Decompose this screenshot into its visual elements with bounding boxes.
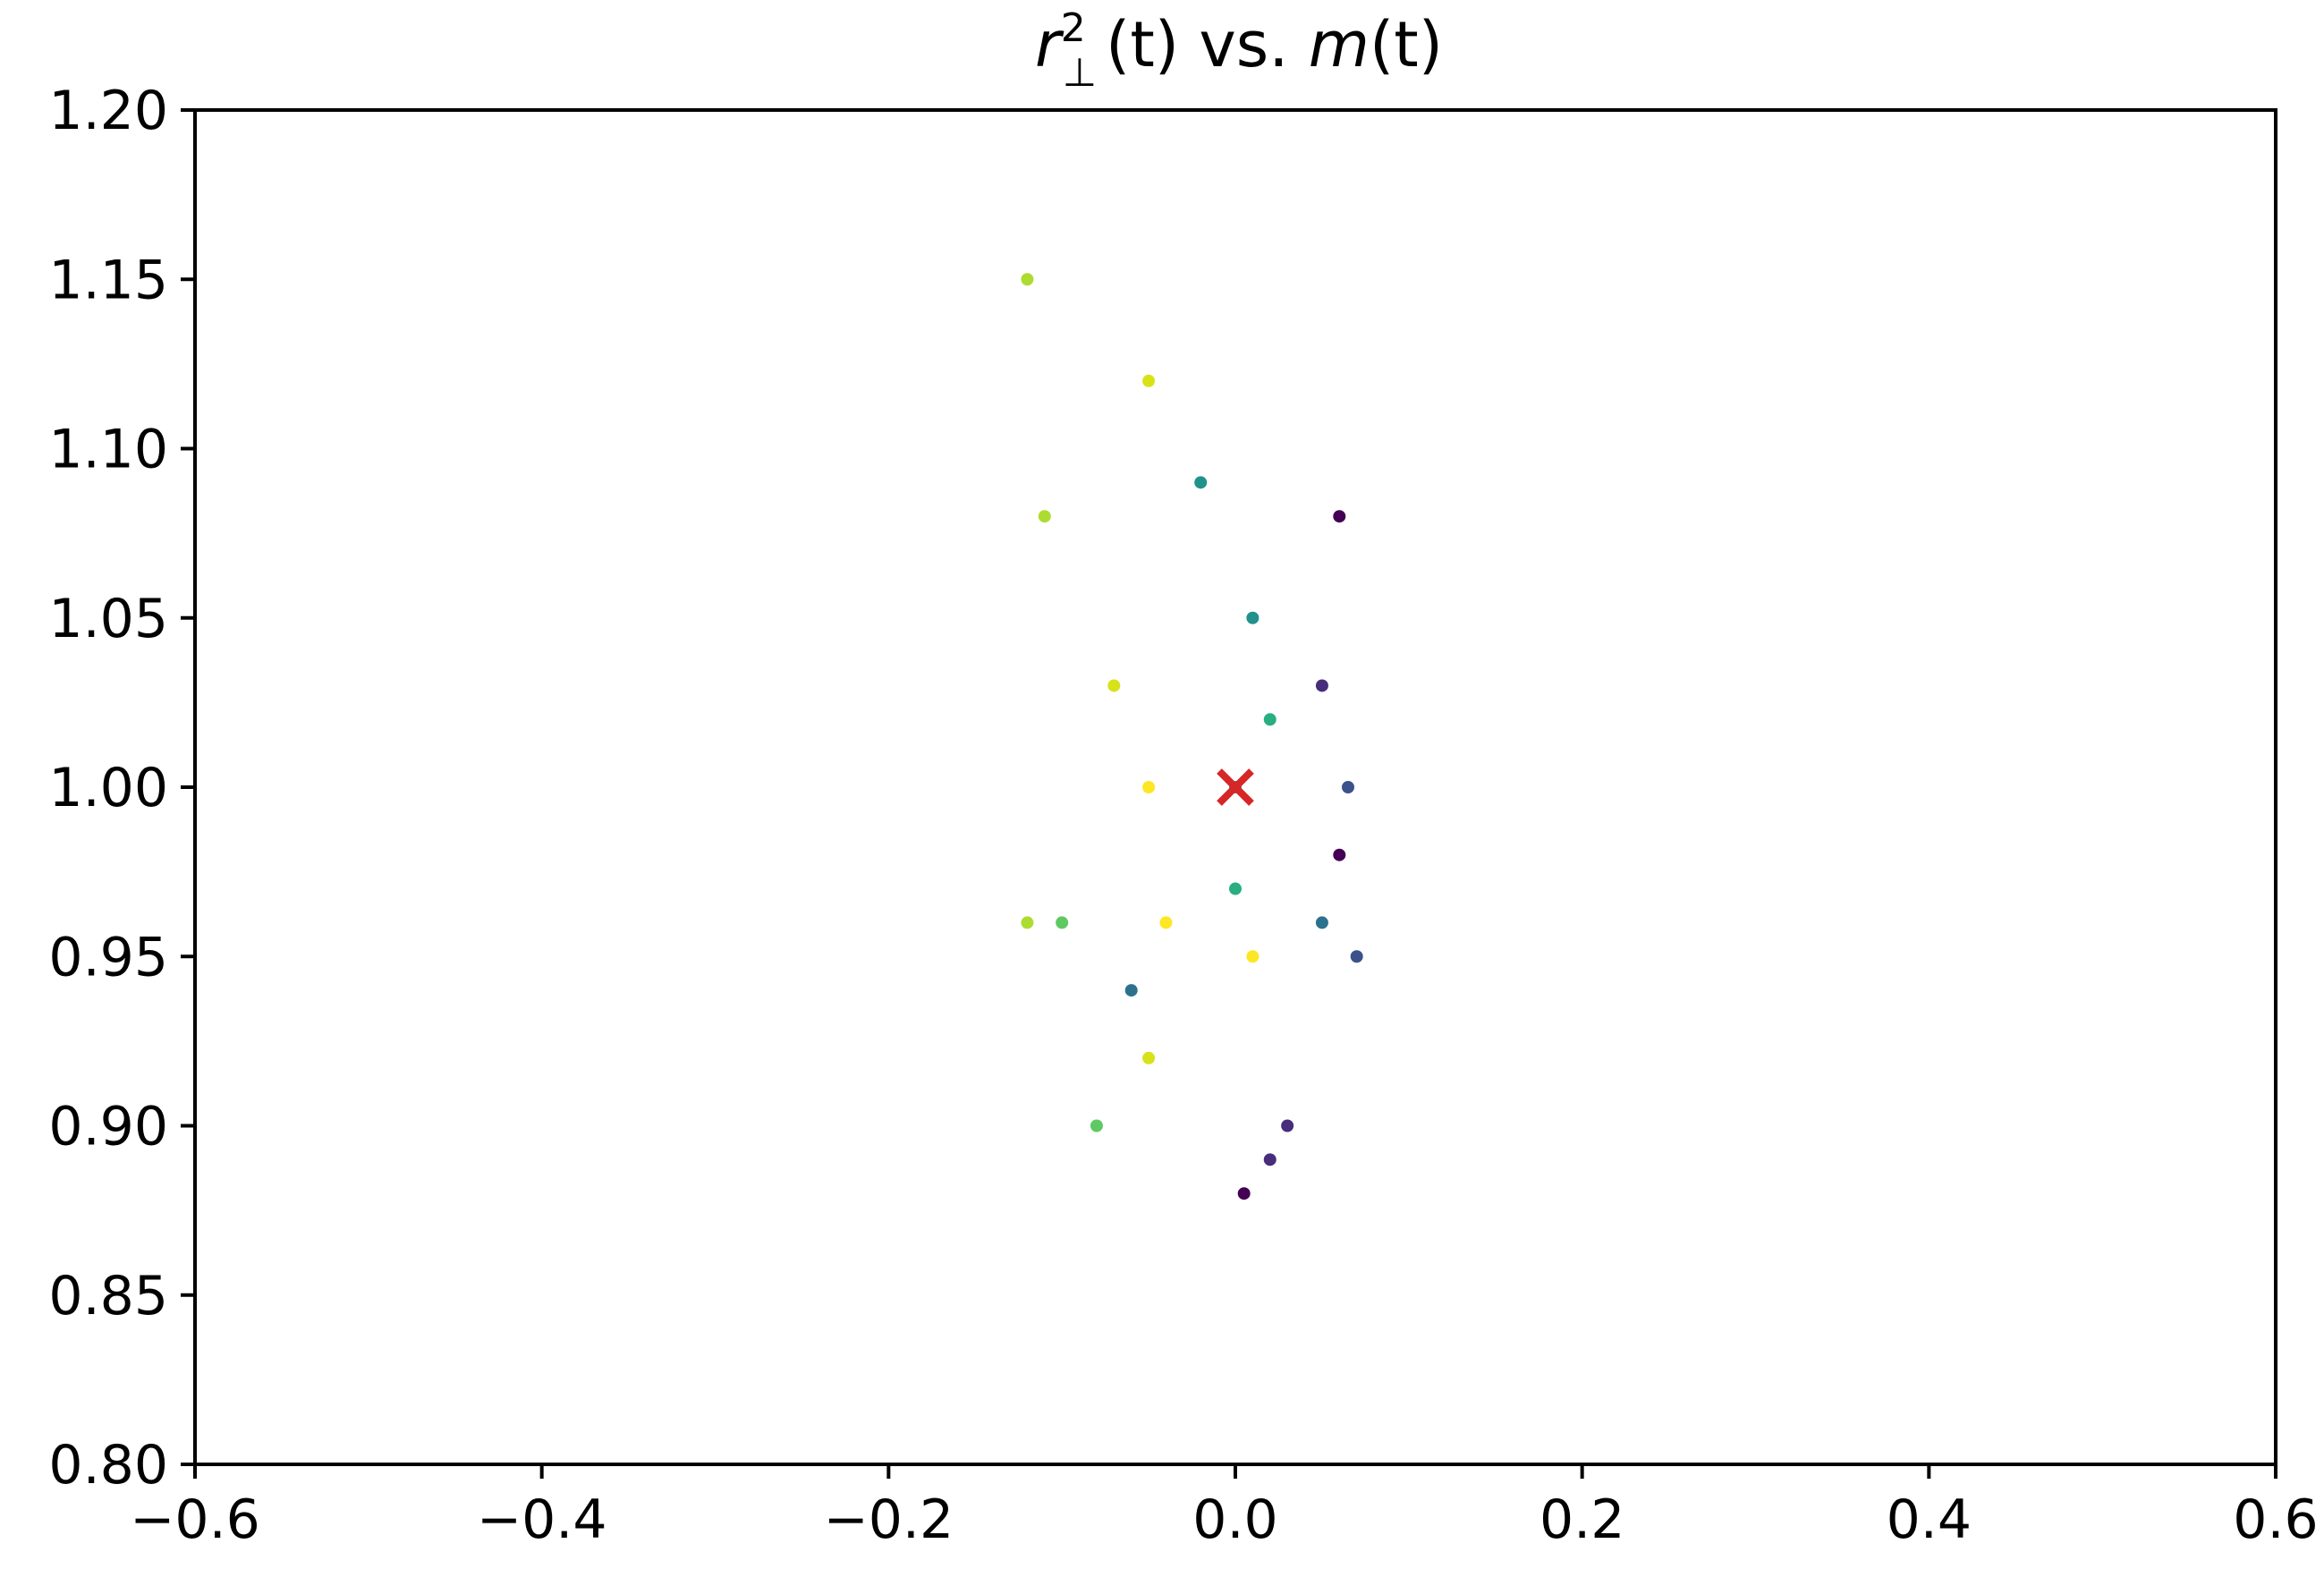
y-tick-label: 0.85 — [48, 1265, 168, 1327]
data-point — [1237, 1187, 1251, 1200]
data-point — [1333, 510, 1346, 523]
data-point — [1341, 781, 1354, 793]
data-point — [1263, 1153, 1277, 1166]
x-tick-label: −0.4 — [477, 1488, 607, 1551]
x-tick-label: 0.4 — [1887, 1488, 1972, 1551]
y-tick-label: 0.95 — [48, 926, 168, 988]
y-tick-label: 0.90 — [48, 1096, 168, 1158]
data-point — [1142, 374, 1156, 387]
y-axis: 0.80 0.85 0.90 0.95 1.00 1.05 1.10 1.15 1.20 — [48, 80, 195, 1497]
data-point — [1281, 1119, 1294, 1132]
data-point — [1263, 713, 1277, 726]
data-point — [1124, 984, 1138, 997]
data-point — [1021, 916, 1034, 929]
data-point — [1246, 611, 1260, 624]
y-tick-label: 1.10 — [48, 419, 168, 481]
x-axis: −0.6 −0.4 −0.2 0.0 0.2 0.4 0.6 — [130, 1464, 2319, 1551]
title-r-symbol: r — [1035, 8, 1064, 81]
marker-layer — [1217, 768, 1254, 806]
data-point — [1333, 848, 1346, 861]
data-point — [1142, 781, 1156, 793]
y-tick-label: 0.80 — [48, 1434, 168, 1497]
data-point — [1107, 679, 1121, 692]
data-point — [1159, 916, 1173, 929]
x-tick-label: 0.2 — [1539, 1488, 1624, 1551]
data-point — [1350, 950, 1363, 963]
title-part1: (t) vs. — [1106, 8, 1309, 81]
x-tick-label: 0.6 — [2233, 1488, 2318, 1551]
data-point — [1194, 476, 1208, 489]
data-point — [1142, 1051, 1156, 1064]
data-point — [1315, 916, 1328, 929]
x-tick-label: −0.6 — [130, 1488, 260, 1551]
x-tick-label: −0.2 — [823, 1488, 954, 1551]
y-tick-label: 1.15 — [48, 249, 168, 311]
title-superscript: 2 — [1061, 5, 1086, 51]
y-tick-label: 1.20 — [48, 80, 168, 142]
data-point — [1038, 510, 1051, 523]
y-tick-label: 1.00 — [48, 757, 168, 819]
data-point — [1090, 1119, 1103, 1132]
y-tick-label: 1.05 — [48, 588, 168, 650]
title-m-symbol: m — [1309, 8, 1370, 81]
data-point — [1021, 273, 1034, 286]
data-point — [1315, 679, 1328, 692]
reference-x-marker — [1217, 768, 1254, 806]
data-point — [1229, 882, 1242, 895]
data-point — [1056, 916, 1069, 929]
x-tick-label: 0.0 — [1192, 1488, 1277, 1551]
data-point — [1246, 950, 1260, 963]
title-part2: (t) — [1370, 8, 1443, 81]
chart-title: r2 ⊥ (t) vs. m(t) — [1035, 5, 1443, 96]
data-points-layer — [1021, 273, 1363, 1200]
marker-stroke — [1217, 768, 1254, 806]
title-subscript: ⊥ — [1063, 50, 1097, 96]
